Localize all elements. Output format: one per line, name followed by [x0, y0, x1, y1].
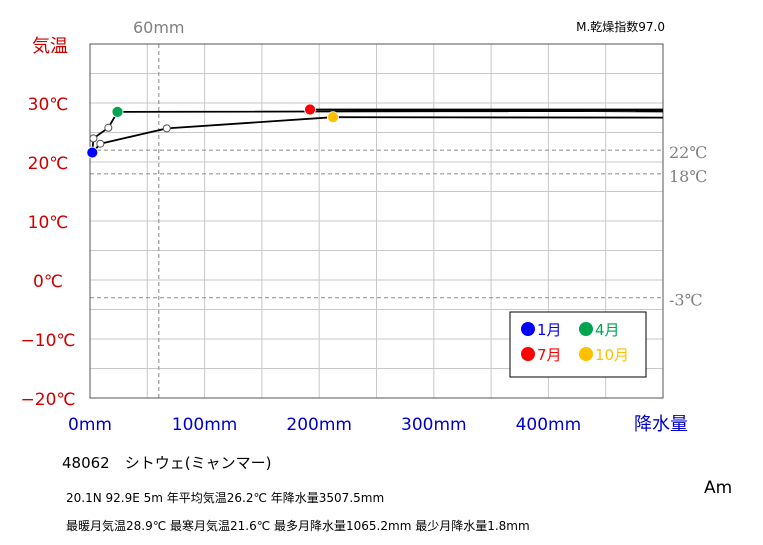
legend-label: 10月: [595, 346, 629, 364]
month-point-highlight: [111, 105, 124, 118]
hythergraph-curve: [91, 108, 663, 154]
reference-lines: [90, 44, 663, 398]
month-point: [162, 124, 171, 133]
ref-label: 18℃: [669, 167, 707, 186]
chart-grid: [90, 44, 663, 398]
plot-frame: [89, 43, 664, 399]
temp-precip-curve: [91, 108, 663, 154]
climate-class: Am: [704, 478, 733, 498]
x-tick-label: 200mm: [286, 415, 352, 435]
legend-swatch: [521, 322, 535, 336]
ref-label: 60mm: [133, 18, 185, 37]
y-tick-label: −20℃: [21, 390, 76, 410]
y-tick-label: −10℃: [21, 331, 76, 351]
y-tick-label: 30℃: [28, 95, 69, 115]
y-tick-label: 10℃: [28, 213, 69, 233]
x-tick-labels: 0mm 100mm 200mm 300mm 400mm: [68, 415, 581, 435]
month-point: [96, 139, 105, 148]
y-tick-label: 0℃: [33, 272, 63, 292]
y-tick-label: 20℃: [28, 154, 69, 174]
dryness-index: M.乾燥指数97.0: [576, 19, 665, 34]
x-axis-label: 降水量: [634, 414, 688, 435]
month-point-highlight: [327, 111, 339, 124]
station-name: 48062 シトウェ(ミャンマー): [62, 454, 272, 472]
legend-label: 7月: [537, 346, 562, 364]
month-point: [89, 134, 98, 143]
month-point: [104, 123, 113, 132]
station-summary-2: 最暖月気温28.9℃ 最寒月気温21.6℃ 最多月降水量1065.2mm 最少月…: [66, 519, 530, 533]
ref-label: -3℃: [669, 291, 702, 310]
ref-label: 22℃: [669, 143, 707, 162]
reference-labels: 22℃ 18℃ -3℃ 60mm: [133, 18, 707, 310]
legend-swatch: [579, 322, 593, 336]
y-axis-label: 気温: [32, 36, 68, 57]
climate-chart: 30℃ 20℃ 10℃ 0℃ −10℃ −20℃ 0mm 100mm 200mm 300mm 40…: [21, 18, 708, 435]
x-tick-label: 400mm: [516, 415, 582, 435]
legend-box: [509, 311, 647, 378]
legend-label: 4月: [595, 321, 620, 339]
month-points: [86, 103, 339, 159]
station-summary-1: 20.1N 92.9E 5m 年平均気温26.2℃ 年降水量3507.5mm: [66, 491, 385, 505]
x-tick-label: 0mm: [68, 415, 112, 435]
x-tick-label: 300mm: [401, 415, 467, 435]
month-point-highlight: [86, 146, 99, 159]
legend-swatch: [521, 347, 535, 361]
x-tick-label: 100mm: [172, 415, 238, 435]
legend-label: 1月: [537, 321, 562, 339]
legend: 1月 4月 7月 10月: [509, 311, 647, 378]
month-point-highlight: [304, 103, 316, 116]
y-tick-labels: 30℃ 20℃ 10℃ 0℃ −10℃ −20℃: [21, 95, 76, 410]
legend-swatch: [579, 347, 593, 361]
